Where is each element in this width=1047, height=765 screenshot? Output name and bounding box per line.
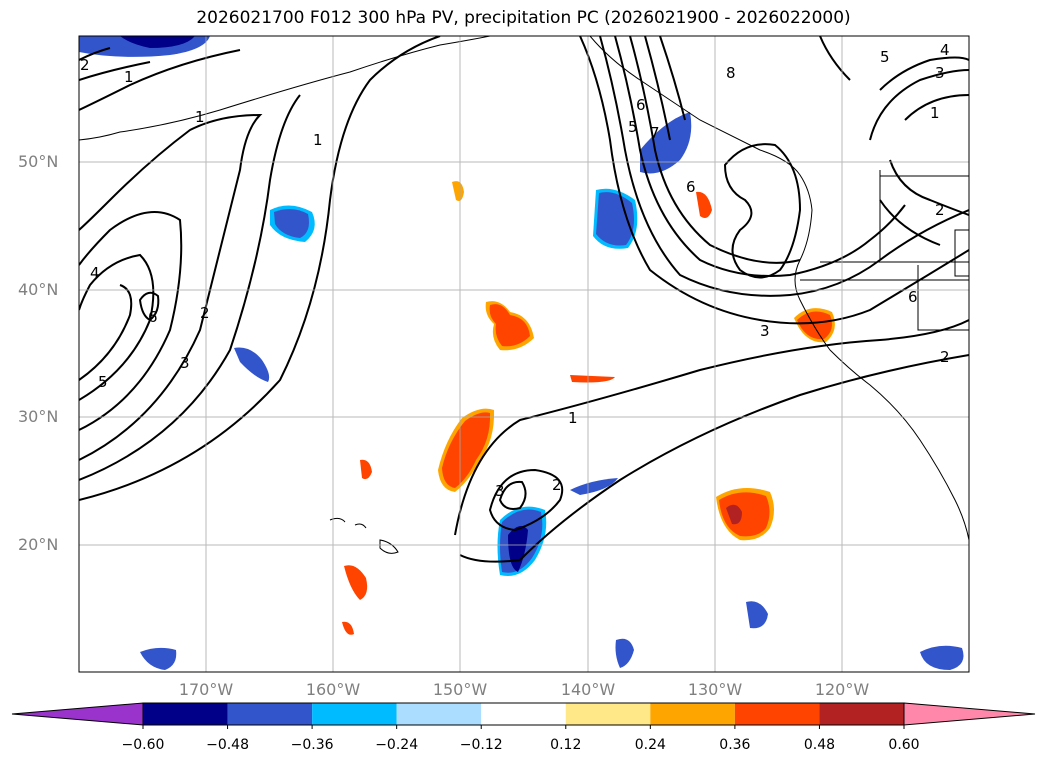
- precip-shading: [79, 36, 964, 670]
- colorbar-tick-label: 0.60: [888, 737, 920, 753]
- contour-label: 5: [880, 48, 890, 66]
- lon-label: 120°W: [814, 680, 870, 699]
- contour-label: 8: [726, 64, 736, 82]
- contour-label: 4: [940, 41, 950, 59]
- colorbar-segment: [312, 703, 397, 725]
- contour-label: 2: [80, 56, 90, 74]
- lon-label: 160°W: [305, 680, 361, 699]
- contour-label: 6: [148, 308, 158, 326]
- colorbar-frame: [142, 702, 905, 726]
- contour-label: 6: [636, 96, 646, 114]
- colorbar-segment: [227, 703, 313, 725]
- colorbar-tick-label: 0.48: [803, 737, 836, 753]
- colorbar-segment: [396, 703, 482, 725]
- colorbar-segment: [650, 703, 735, 725]
- colorbar-tick-label: 0.12: [550, 737, 582, 753]
- contour-label: 6: [686, 178, 696, 196]
- colorbar-segment: [819, 703, 904, 725]
- coastlines: [79, 36, 969, 554]
- colorbar: [11, 702, 1036, 729]
- colorbar-tick-label: 0.36: [719, 737, 751, 753]
- colorbar-segment: [143, 703, 228, 725]
- pv-contours: [79, 36, 969, 563]
- contour-label: 3: [760, 322, 770, 340]
- contour-label: 3: [495, 482, 505, 500]
- contour-label: 1: [568, 409, 578, 427]
- colorbar-segment: [481, 703, 566, 725]
- lat-label: 40°N: [18, 280, 59, 299]
- colorbar-segment: [734, 703, 820, 725]
- contour-label: 1: [930, 104, 940, 122]
- lon-label: 130°W: [687, 680, 743, 699]
- lon-label: 140°W: [560, 680, 616, 699]
- contour-labels: 1 1 1 2 2 3 3 4 4 5 5 5 6 6 6 8 1 2 3 1 …: [80, 41, 950, 500]
- colorbar-tick-label: −0.60: [121, 737, 165, 753]
- contour-label: 4: [90, 264, 100, 282]
- colorbar-tick-label: 0.24: [634, 737, 666, 753]
- contour-label: 6: [908, 288, 918, 306]
- lon-label: 150°W: [432, 680, 488, 699]
- contour-label: 3: [180, 354, 190, 372]
- contour-label: 7: [650, 124, 660, 142]
- contour-label: 5: [98, 373, 108, 391]
- contour-label: 2: [200, 304, 210, 322]
- map-title: 2026021700 F012 300 hPa PV, precipitatio…: [196, 8, 851, 28]
- map-frame: [78, 35, 970, 673]
- contour-label: 1: [195, 108, 205, 126]
- colorbar-extend-low: [11, 702, 144, 726]
- colorbar-tick-label: −0.24: [375, 737, 419, 753]
- lat-label: 30°N: [18, 407, 59, 426]
- contour-label: 2: [935, 201, 945, 219]
- contour-label: 2: [552, 476, 562, 494]
- colorbar-segment: [565, 703, 651, 725]
- lat-label: 20°N: [18, 535, 59, 554]
- lon-label: 170°W: [178, 680, 234, 699]
- colorbar-tick-label: −0.12: [459, 737, 503, 753]
- colorbar-tick-label: −0.48: [206, 737, 249, 753]
- contour-label: 3: [935, 64, 945, 82]
- contour-label: 5: [628, 118, 638, 136]
- colorbar-tick-label: −0.36: [290, 737, 334, 753]
- contour-label: 2: [940, 348, 950, 366]
- lat-label: 50°N: [18, 152, 59, 171]
- colorbar-extend-high: [903, 702, 1036, 726]
- contour-label: 1: [313, 131, 323, 149]
- graticule: [79, 36, 969, 672]
- contour-label: 1: [124, 68, 134, 86]
